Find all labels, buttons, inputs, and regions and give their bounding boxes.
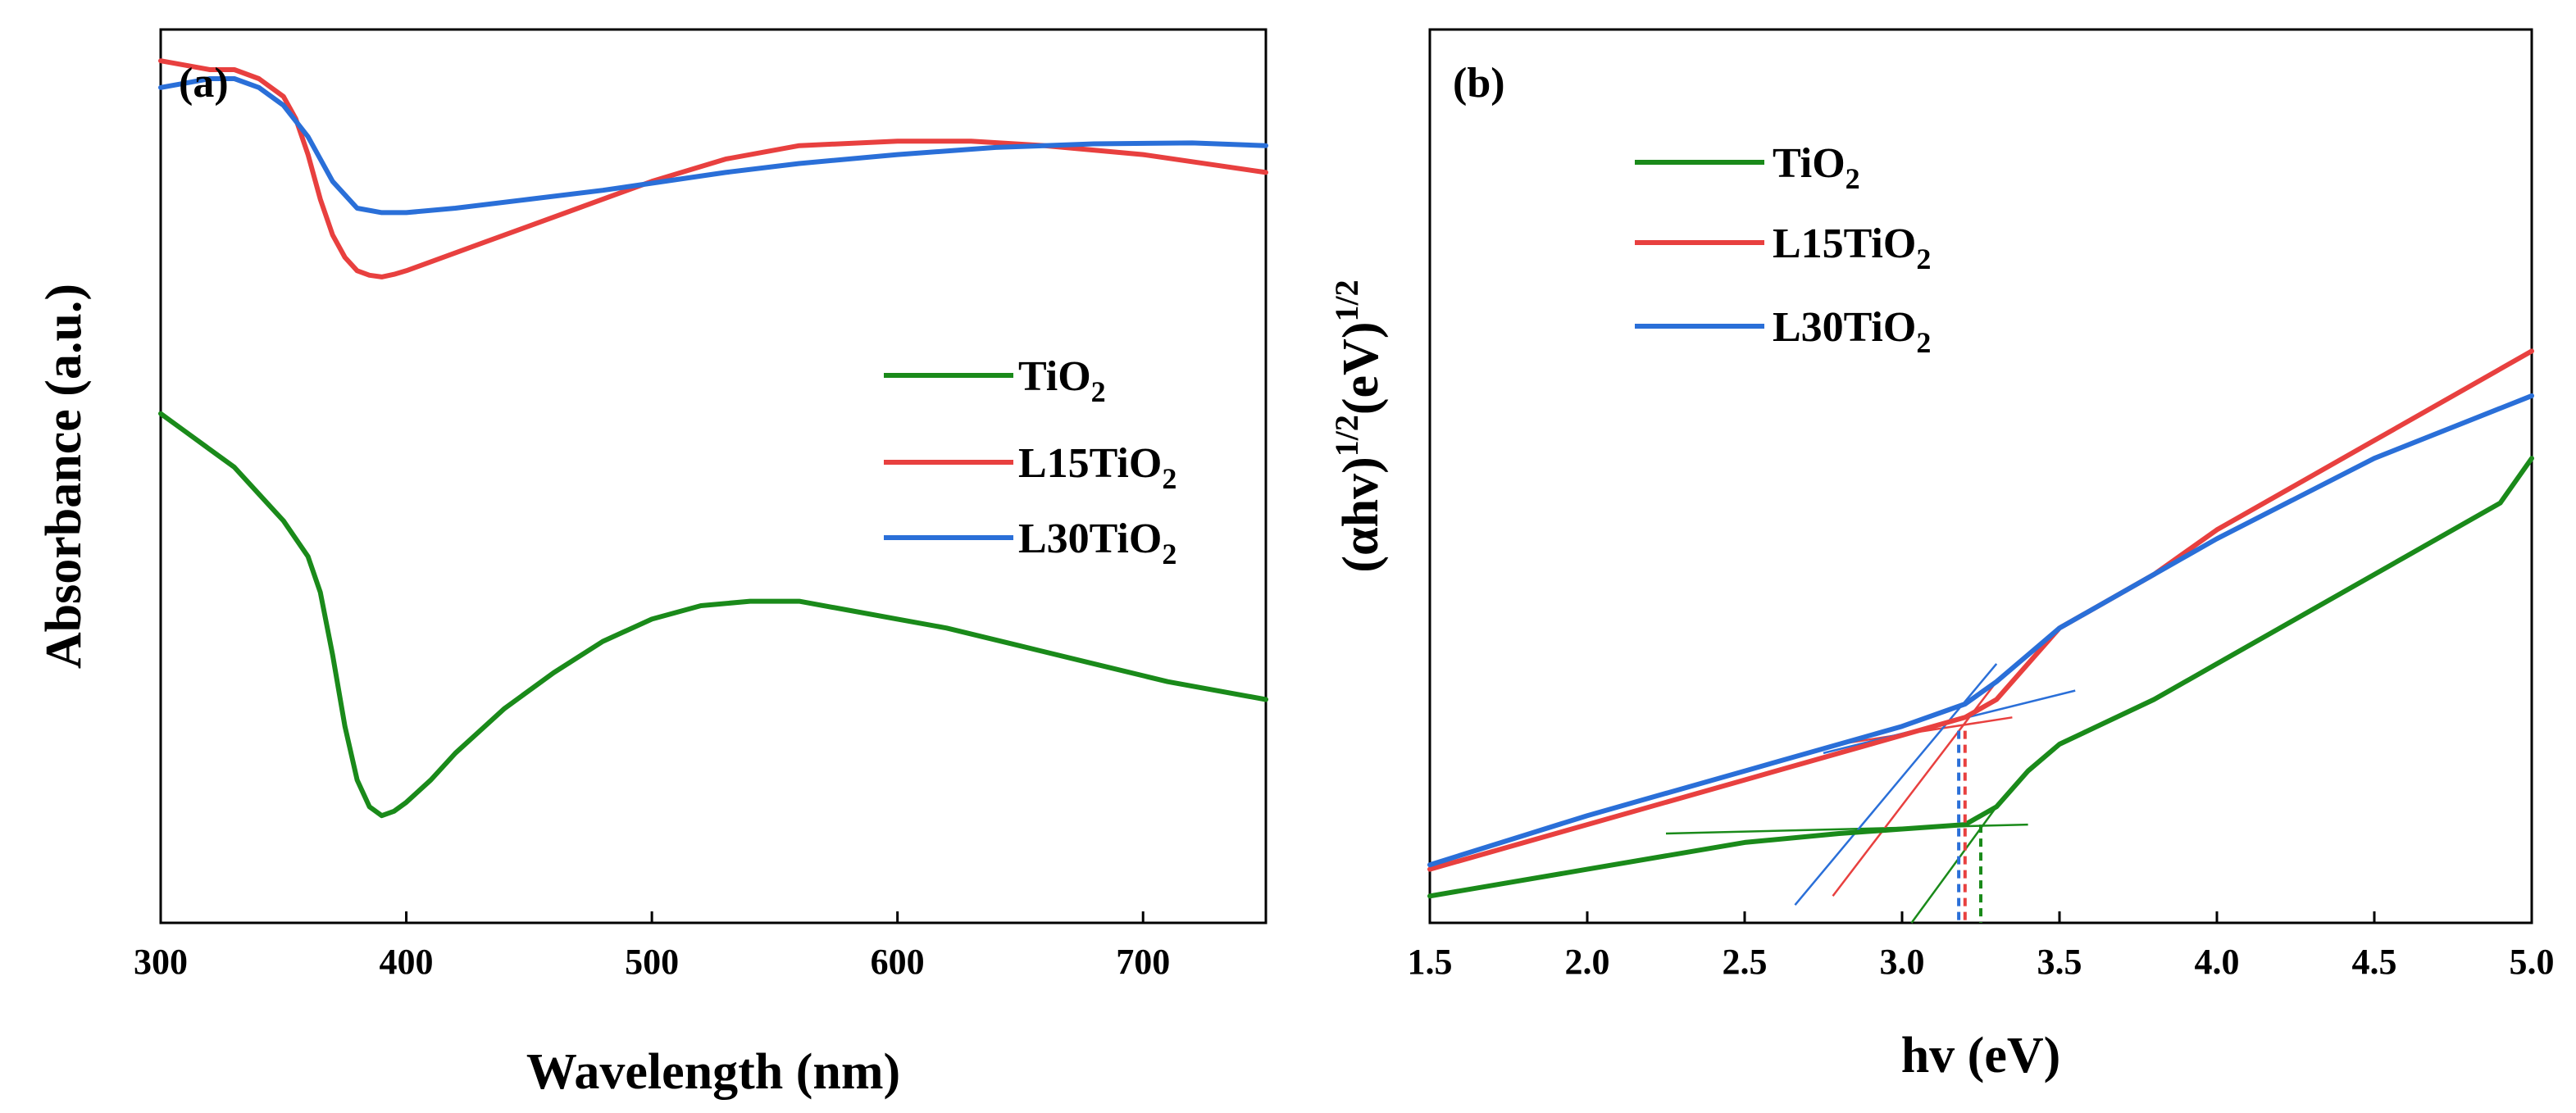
panel-b-series-tio2: [1427, 456, 2534, 899]
panel-b-tangent-lines: [1665, 663, 2076, 924]
panel-a-series: [158, 58, 1268, 819]
panel-a-x-tick-label: 700: [1116, 942, 1170, 982]
panel-a-legend: TiO2 L15TiO2 L30TiO2: [884, 353, 1176, 570]
panel-b-legend: TiO2 L15TiO2 L30TiO2: [1635, 140, 1931, 359]
panel-a-x-axis-title: Wavelength (nm): [526, 1044, 900, 1100]
panel-a-series-l15: [158, 58, 1268, 279]
panel-a-y-axis-title: Absorbance (a.u.): [36, 284, 92, 669]
panel-b-x-tick-label: 2.0: [1565, 942, 1610, 982]
legend-a-label-tio2: TiO2: [1018, 353, 1106, 408]
panel-b-x-tick-label: 4.0: [2195, 942, 2240, 982]
panel-b-band-gap-markers: [1957, 730, 1982, 923]
legend-b-label-l15: L15TiO2: [1773, 220, 1931, 275]
panel-a-frame: [159, 28, 1268, 924]
panel-a: 300 400 500 600 700 (a) Wavelength (nm) Abso…: [36, 28, 1268, 1100]
panel-a-x-tick-label: 300: [134, 942, 188, 982]
tangent-TiO2-baseline: [1665, 823, 2028, 835]
panel-b-x-tick-label: 3.5: [2037, 942, 2082, 982]
panel-a-label: (a): [179, 60, 229, 107]
panel-b-x-ticks: 1.5 2.0 2.5 3.0 3.5 4.0 4.5 5.0: [1408, 911, 2555, 982]
panel-b-x-tick-label: 2.5: [1723, 942, 1768, 982]
legend-b-label-tio2: TiO2: [1773, 140, 1860, 195]
panel-b-series-l30: [1427, 393, 2534, 868]
legend-b-label-l30: L30TiO2: [1773, 304, 1931, 359]
legend-a-label-l15: L15TiO2: [1018, 440, 1176, 495]
panel-a-x-tick-label: 600: [871, 942, 925, 982]
tangent-L30TiO2-edge: [1794, 663, 1998, 906]
panel-b-x-tick-label: 3.0: [1880, 942, 1925, 982]
panel-b-series: [1427, 348, 2534, 899]
legend-a-label-l30: L30TiO2: [1018, 516, 1176, 570]
panel-b-y-axis-title: (αhv)1/2(eV)1/2: [1328, 279, 1389, 572]
panel-b-label: (b): [1453, 60, 1505, 107]
panel-b-x-tick-label: 4.5: [2352, 942, 2397, 982]
panel-b-frame: [1428, 28, 2533, 924]
panel-a-x-ticks: 300 400 500 600 700: [134, 911, 1170, 982]
panel-b-x-tick-label: 1.5: [1408, 942, 1453, 982]
panel-b: 1.5 2.0 2.5 3.0 3.5 4.0 4.5 5.0 (b) hv (eV) (αh…: [1328, 28, 2555, 1083]
panel-b-series-l15: [1427, 348, 2534, 872]
panel-a-series-tio2: [158, 411, 1268, 819]
panel-b-x-tick-label: 5.0: [2510, 942, 2555, 982]
panel-a-x-tick-label: 400: [380, 942, 434, 982]
panel-a-series-l30: [158, 76, 1268, 216]
panel-b-x-axis-title: hv (eV): [1901, 1028, 2061, 1083]
panel-a-x-tick-label: 500: [625, 942, 679, 982]
